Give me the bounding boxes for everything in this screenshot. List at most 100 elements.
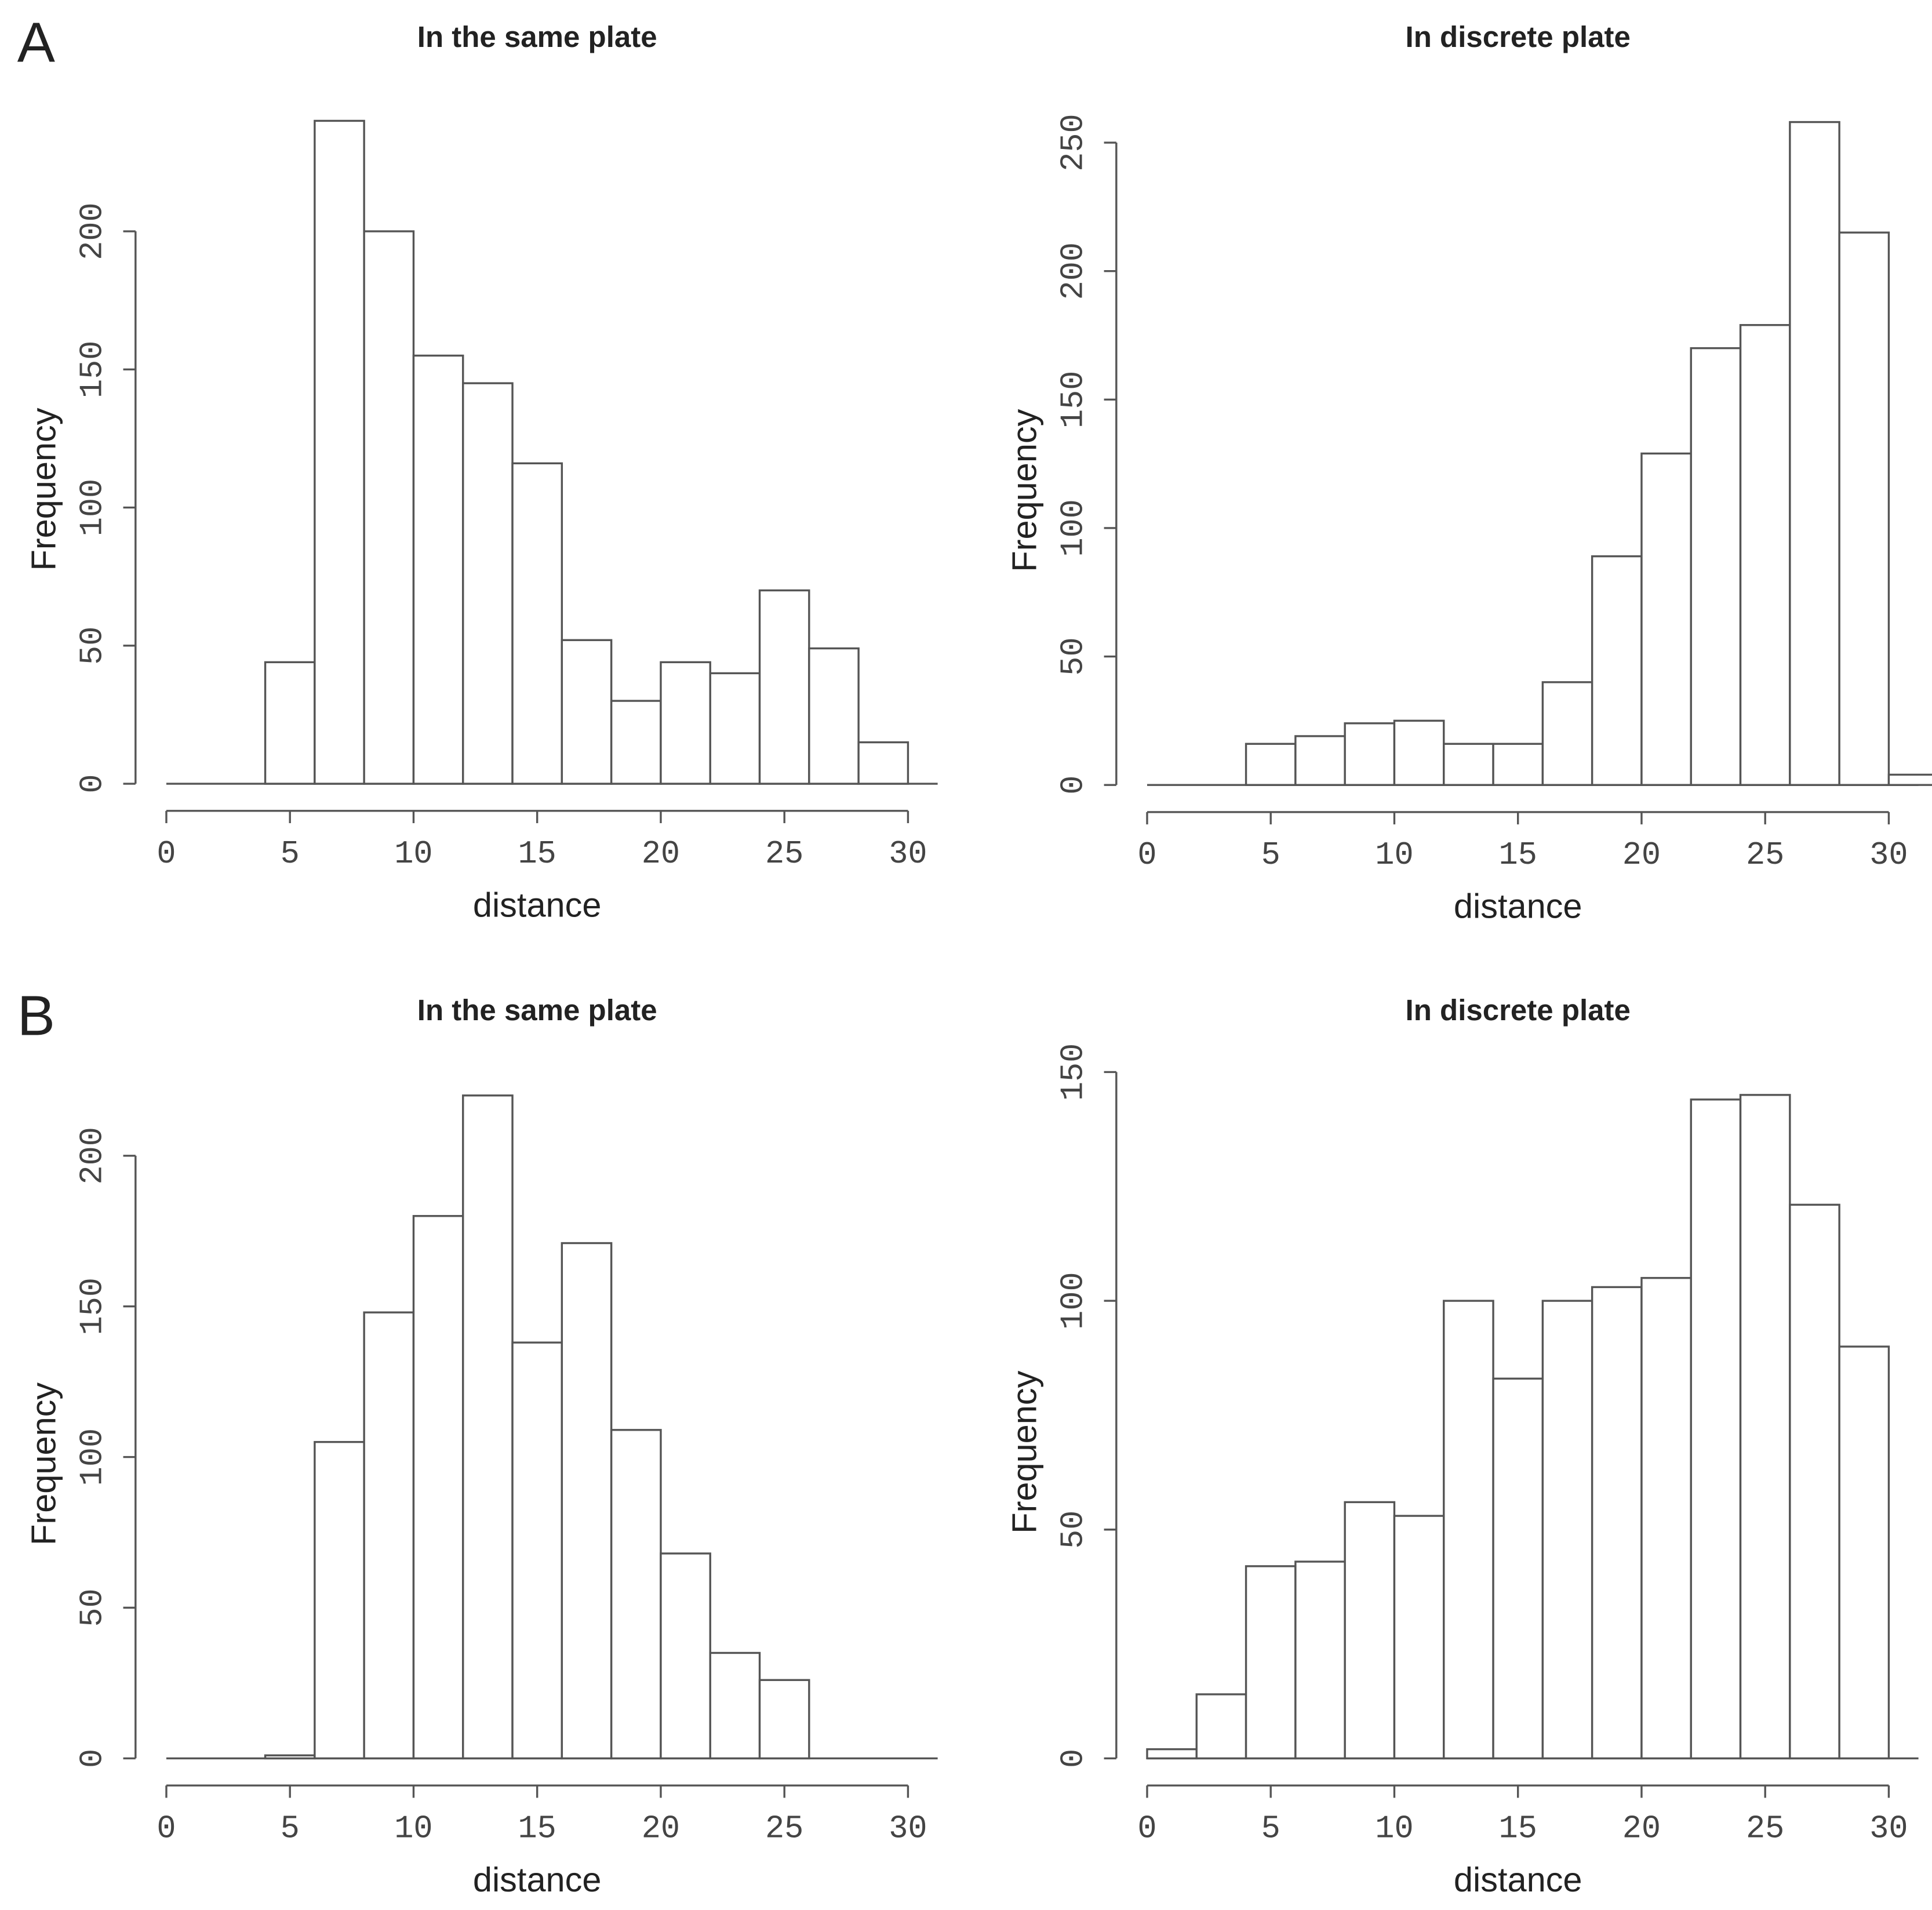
y-tick-label: 200: [74, 202, 111, 260]
x-tick-label: 30: [1869, 1810, 1908, 1847]
y-tick-label: 0: [74, 1749, 111, 1768]
x-tick-label: 5: [1261, 1810, 1280, 1847]
x-tick-label: 25: [1746, 1810, 1784, 1847]
x-tick-label: 30: [889, 1810, 927, 1847]
bar: [363, 1311, 415, 1760]
bar: [1789, 1203, 1840, 1760]
bar: [412, 354, 464, 785]
bar: [610, 700, 662, 785]
bar: [1294, 735, 1346, 786]
x-axis-label: distance: [473, 1860, 602, 1899]
bar: [1443, 743, 1494, 786]
x-tick-label: 25: [765, 1810, 803, 1847]
y-tick-label: 150: [74, 1278, 111, 1335]
x-axis-label: distance: [1454, 887, 1582, 926]
bar: [561, 639, 613, 785]
bar: [1443, 1300, 1494, 1760]
bar: [1690, 347, 1742, 786]
bar: [1789, 121, 1840, 786]
x-tick-label: 10: [1375, 837, 1413, 874]
x-tick-label: 5: [281, 1810, 300, 1847]
y-tick-label: 100: [74, 1428, 111, 1486]
bar: [1887, 773, 1932, 786]
bar: [1541, 681, 1593, 786]
x-tick-label: 5: [281, 836, 300, 872]
bar: [1739, 1094, 1791, 1760]
bar: [1492, 1377, 1544, 1760]
y-tick-label: 0: [74, 774, 111, 793]
x-tick-label: 30: [889, 836, 927, 872]
bar: [1294, 1560, 1346, 1760]
bar: [1591, 555, 1643, 786]
bar: [1541, 1300, 1593, 1760]
bar: [314, 1440, 365, 1760]
bar: [462, 1094, 514, 1760]
y-tick-label: 50: [74, 627, 111, 665]
bar: [610, 1429, 662, 1760]
bar: [363, 230, 415, 785]
y-axis-label: Frequency: [24, 408, 63, 570]
bar: [1245, 743, 1297, 786]
bar: [1838, 1345, 1890, 1760]
x-tick-label: 0: [157, 1810, 176, 1847]
y-axis-label: Frequency: [1005, 409, 1044, 572]
y-tick-label: 0: [1055, 1749, 1091, 1768]
y-tick-label: 150: [1055, 1043, 1091, 1101]
x-tick-label: 0: [1137, 837, 1156, 874]
y-axis-label: Frequency: [24, 1383, 63, 1545]
x-tick-label: 0: [1137, 1810, 1156, 1847]
bar: [511, 1341, 563, 1760]
x-tick-label: 20: [642, 1810, 680, 1847]
bar: [1640, 452, 1692, 786]
bar: [1195, 1693, 1247, 1760]
bar: [1393, 1515, 1445, 1760]
y-tick-label: 50: [74, 1588, 111, 1627]
x-tick-label: 15: [518, 836, 556, 872]
bar: [1591, 1286, 1643, 1760]
x-tick-label: 25: [765, 836, 803, 872]
x-tick-label: 0: [157, 836, 176, 872]
panel-label: B: [17, 984, 55, 1047]
bar: [1245, 1565, 1297, 1760]
y-tick-label: 150: [1055, 371, 1091, 428]
x-tick-label: 20: [642, 836, 680, 872]
chart-title: In the same plate: [417, 994, 657, 1027]
x-tick-label: 15: [518, 1810, 556, 1847]
bar: [1344, 722, 1396, 786]
bar: [758, 1679, 810, 1760]
bar: [808, 647, 860, 785]
bar: [1640, 1276, 1692, 1760]
y-tick-label: 150: [74, 341, 111, 398]
y-tick-label: 200: [1055, 242, 1091, 300]
bar: [1838, 231, 1890, 786]
x-axis-label: distance: [473, 886, 602, 925]
bar: [1739, 324, 1791, 786]
y-tick-label: 200: [74, 1127, 111, 1184]
bar: [264, 1754, 316, 1760]
x-tick-label: 15: [1499, 1810, 1537, 1847]
bar: [462, 382, 514, 785]
bar: [660, 661, 711, 785]
bar: [1146, 1748, 1198, 1760]
bar: [660, 1552, 711, 1760]
x-tick-label: 30: [1869, 837, 1908, 874]
x-tick-label: 20: [1622, 1810, 1661, 1847]
y-tick-label: 50: [1055, 637, 1091, 675]
bar: [758, 589, 810, 785]
bar: [709, 1651, 761, 1760]
y-tick-label: 0: [1055, 776, 1091, 795]
chart-title: In discrete plate: [1406, 20, 1631, 53]
y-tick-label: 50: [1055, 1511, 1091, 1549]
x-tick-label: 10: [394, 836, 432, 872]
x-tick-label: 10: [394, 1810, 432, 1847]
chart-title: In the same plate: [417, 20, 657, 53]
y-tick-label: 100: [1055, 1272, 1091, 1329]
bar: [1492, 743, 1544, 786]
x-axis-label: distance: [1454, 1860, 1582, 1899]
y-axis-label: Frequency: [1005, 1370, 1044, 1533]
bar: [1344, 1501, 1396, 1760]
bar: [412, 1215, 464, 1760]
y-tick-label: 100: [74, 479, 111, 536]
bar: [1690, 1098, 1742, 1760]
